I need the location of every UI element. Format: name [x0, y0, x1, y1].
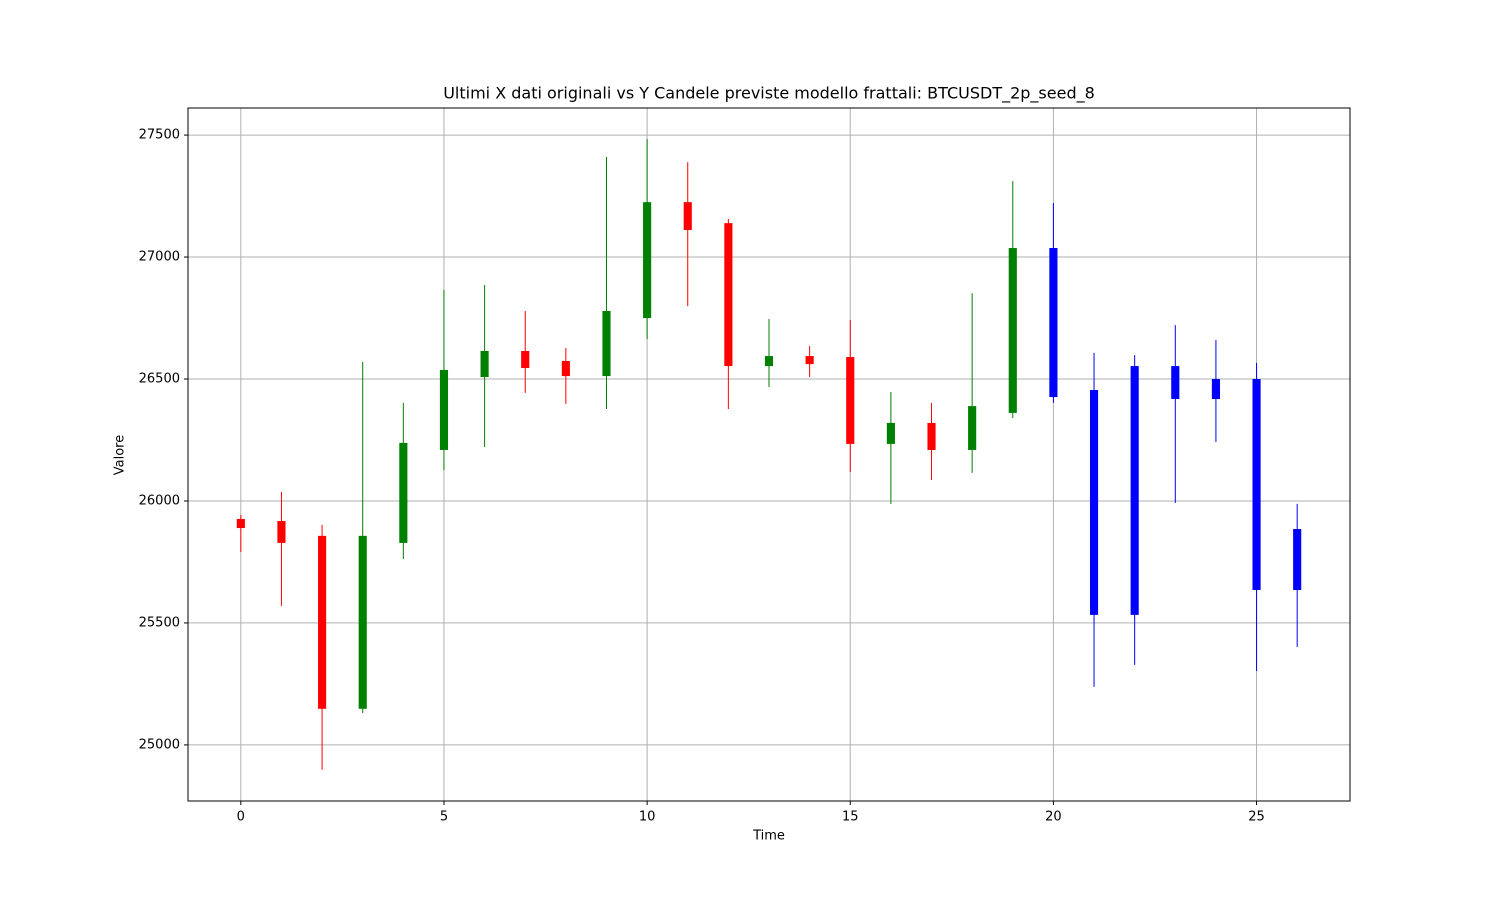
y-tick-label: 26500 — [139, 372, 180, 387]
candle-body — [968, 406, 977, 450]
candle-body — [1049, 248, 1058, 398]
y-tick-label: 27000 — [139, 250, 180, 265]
candle-body — [277, 520, 286, 543]
candle-body — [886, 422, 895, 444]
candle-body — [1293, 529, 1302, 591]
candle-body — [399, 442, 408, 543]
candle-body — [439, 369, 449, 450]
candle-body — [683, 202, 692, 230]
chart-title: Ultimi X dati originali vs Y Candele pre… — [443, 84, 1095, 104]
candle-body — [1008, 248, 1017, 413]
x-tick-label: 0 — [237, 810, 245, 825]
x-tick-label: 10 — [639, 810, 656, 825]
candle-body — [764, 356, 774, 367]
y-tick-label: 25000 — [139, 737, 180, 752]
candle-body — [927, 422, 936, 450]
candle-body — [1252, 379, 1261, 591]
x-tick-label: 5 — [440, 810, 448, 825]
x-tick-label: 20 — [1045, 810, 1062, 825]
candle-body — [1130, 366, 1139, 615]
x-tick-label: 15 — [842, 810, 859, 825]
y-tick-label: 26000 — [139, 493, 180, 508]
candle-body — [561, 360, 570, 377]
candle-body — [521, 350, 530, 369]
candle-body — [1211, 379, 1220, 400]
y-axis-label: Valore — [113, 435, 128, 475]
candle-body — [1171, 366, 1180, 400]
candle-body — [236, 519, 245, 529]
x-tick-label: 25 — [1248, 810, 1265, 825]
candle-body — [358, 535, 367, 709]
candle-body — [805, 356, 814, 365]
y-tick-label: 27500 — [139, 128, 180, 143]
candle-body — [480, 350, 489, 378]
candle-body — [724, 223, 733, 367]
candle-body — [846, 357, 855, 444]
y-tick-label: 25500 — [139, 615, 180, 630]
x-axis-label: Time — [752, 829, 785, 844]
candle-body — [602, 310, 611, 377]
candle-body — [643, 202, 652, 319]
candles — [236, 138, 1302, 770]
candle-body — [318, 535, 327, 709]
plot-frame — [187, 107, 1351, 802]
candle-body — [1089, 389, 1099, 615]
